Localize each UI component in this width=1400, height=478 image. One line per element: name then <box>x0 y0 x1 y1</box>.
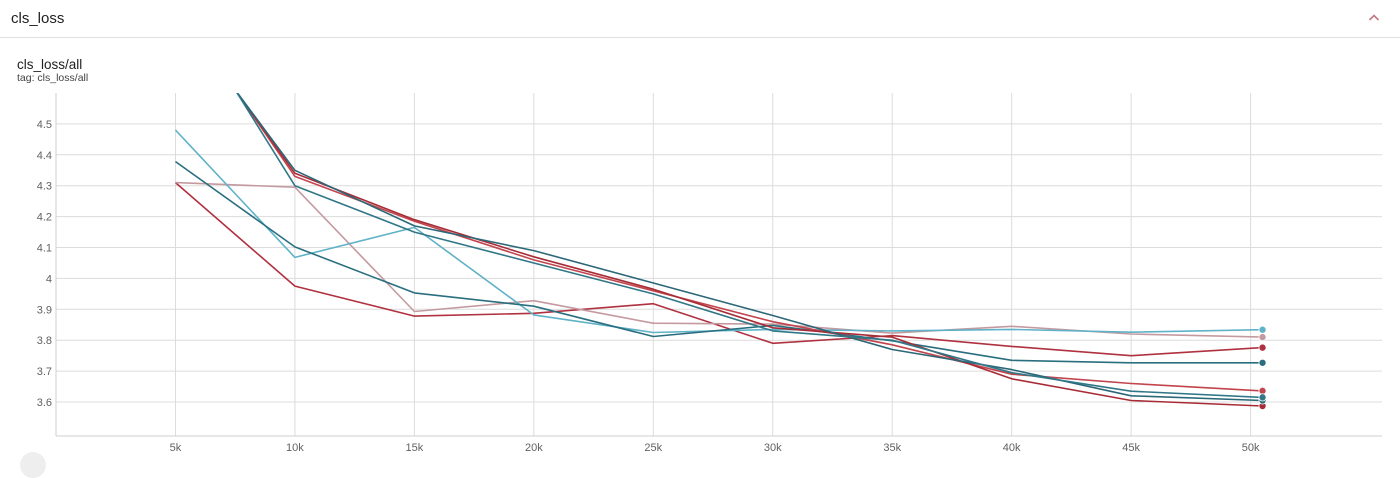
x-tick-label: 25k <box>644 442 662 454</box>
line-chart[interactable]: 3.6 3.7 3.8 3.9 4 4.1 4.2 4.3 4.4 4.5 5k 10k 15k 20k 2… <box>0 0 1400 460</box>
x-tick-label: 10k <box>286 442 304 454</box>
grid <box>56 93 1382 436</box>
y-tick-label: 4.2 <box>37 212 52 224</box>
collapse-button[interactable] <box>1362 6 1386 30</box>
series-end-point-1[interactable] <box>1258 343 1267 352</box>
x-tick-label: 20k <box>525 442 543 454</box>
section-title: cls_loss <box>11 10 65 27</box>
series-end-point-3[interactable] <box>1258 325 1267 334</box>
y-tick-label: 3.8 <box>37 335 52 347</box>
x-tick-label: 5k <box>170 442 182 454</box>
y-tick-label: 4.3 <box>37 181 52 193</box>
x-tick-label: 15k <box>406 442 424 454</box>
series-end-point-2[interactable] <box>1258 333 1267 342</box>
settings-fab[interactable] <box>20 452 46 478</box>
y-tick-label: 4.4 <box>37 150 52 162</box>
series-line-3[interactable] <box>174 129 1263 334</box>
series-line-5[interactable] <box>235 90 1263 392</box>
x-tick-label: 35k <box>883 442 901 454</box>
chevron-up-icon <box>1368 14 1380 21</box>
x-tick-label: 30k <box>764 442 782 454</box>
y-tick-label: 4.1 <box>37 243 52 255</box>
card-tag: tag: cls_loss/all <box>17 72 89 84</box>
section-header: cls_loss <box>0 0 1400 38</box>
x-tick-label: 45k <box>1122 442 1140 454</box>
series-end-point-4[interactable] <box>1258 358 1267 367</box>
y-tick-label: 3.9 <box>37 304 52 316</box>
y-tick-label: 3.6 <box>37 397 52 409</box>
y-tick-label: 4.5 <box>37 119 52 131</box>
x-tick-label: 50k <box>1242 442 1260 454</box>
axes: 3.6 3.7 3.8 3.9 4 4.1 4.2 4.3 4.4 4.5 5k 10k 15k 20k 2… <box>37 93 1382 454</box>
card-title: cls_loss/all <box>17 57 83 72</box>
series-line-6[interactable] <box>235 90 1263 407</box>
y-tick-label: 4 <box>46 273 52 285</box>
series-line-8[interactable] <box>235 90 1263 399</box>
series-group <box>174 90 1263 407</box>
series-end-point-8[interactable] <box>1258 393 1267 402</box>
y-tick-label: 3.7 <box>37 366 52 378</box>
series-line-4[interactable] <box>175 160 1263 364</box>
x-tick-label: 40k <box>1003 442 1021 454</box>
